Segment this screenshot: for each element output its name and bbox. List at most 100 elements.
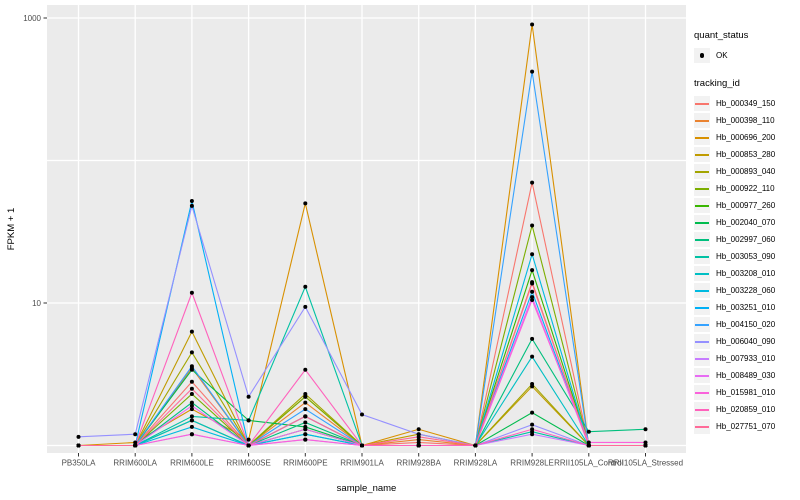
legend-label: Hb_003208_010	[716, 269, 776, 278]
data-point	[303, 437, 308, 442]
data-point	[246, 394, 251, 399]
legend-label: Hb_006040_090	[716, 337, 776, 346]
legend-key-swatch	[694, 368, 710, 383]
data-point	[246, 418, 251, 423]
data-point	[189, 418, 194, 423]
legend-key-swatch	[694, 283, 710, 298]
data-point	[303, 420, 308, 425]
legend-line-icon	[695, 170, 709, 173]
legend-key-swatch	[694, 113, 710, 128]
legend-item-Hb_002997_060: Hb_002997_060	[694, 231, 798, 248]
data-point	[303, 432, 308, 437]
legend-item-Hb_000349_150: Hb_000349_150	[694, 95, 798, 112]
legend-label: Hb_003251_010	[716, 303, 776, 312]
legend-item-Hb_003208_010: Hb_003208_010	[694, 265, 798, 282]
data-point	[133, 432, 138, 437]
data-point	[416, 437, 421, 442]
x-tick-label: RRII105LA_Control	[554, 459, 624, 468]
legend-tracking-id-items: Hb_000349_150 Hb_000398_110 Hb_000696_200 H…	[694, 95, 798, 435]
legend-item-Hb_002040_070: Hb_002040_070	[694, 214, 798, 231]
legend-item-Hb_000853_280: Hb_000853_280	[694, 146, 798, 163]
legend-line-icon	[695, 323, 709, 326]
data-point	[133, 443, 138, 448]
legend-label: Hb_000853_280	[716, 150, 776, 159]
x-tick-label: RRIM928LA	[454, 459, 498, 468]
legend-key-swatch	[694, 266, 710, 281]
legend-key-swatch	[694, 317, 710, 332]
data-point	[530, 281, 535, 286]
legend-title-tracking-id: tracking_id	[694, 78, 740, 89]
legend-line-icon	[695, 153, 709, 156]
legend-key-swatch	[694, 96, 710, 111]
legend-item-Hb_003251_010: Hb_003251_010	[694, 299, 798, 316]
legend-item-Hb_000977_260: Hb_000977_260	[694, 197, 798, 214]
y-tick-label: 1000	[23, 14, 41, 23]
data-point	[76, 434, 81, 439]
data-point	[133, 440, 138, 445]
legend-key-swatch	[694, 181, 710, 196]
legend-label: Hb_003228_060	[716, 286, 776, 295]
legend-item-Hb_003228_060: Hb_003228_060	[694, 282, 798, 299]
data-point	[530, 410, 535, 415]
data-point	[189, 203, 194, 208]
legend-item-ok: OK	[694, 47, 798, 64]
data-point	[643, 427, 648, 432]
data-point	[530, 336, 535, 341]
legend-item-Hb_004150_020: Hb_004150_020	[694, 316, 798, 333]
legend-item-Hb_020859_010: Hb_020859_010	[694, 401, 798, 418]
legend-key-swatch	[694, 351, 710, 366]
legend-line-icon	[695, 289, 709, 292]
legend-key-swatch	[694, 232, 710, 247]
data-point	[189, 350, 194, 355]
data-point	[586, 443, 591, 448]
x-tick-label: RRII105LA_Stressed	[608, 459, 683, 468]
legend-key-swatch	[694, 402, 710, 417]
data-point	[530, 69, 535, 74]
legend-label: Hb_008489_030	[716, 371, 776, 380]
legend-line-icon	[695, 306, 709, 309]
legend-item-Hb_015981_010: Hb_015981_010	[694, 384, 798, 401]
data-point	[586, 429, 591, 434]
legend-key-swatch	[694, 147, 710, 162]
legend-key-swatch	[694, 334, 710, 349]
legend-key-swatch	[694, 198, 710, 213]
legend-label: Hb_027751_070	[716, 422, 776, 431]
data-point	[530, 382, 535, 387]
legend-title-quant-status: quant_status	[694, 30, 749, 41]
y-axis-title: FPKM + 1	[6, 208, 17, 251]
data-point	[360, 412, 364, 417]
legend-line-icon	[695, 119, 709, 122]
x-tick-label: RRIM901LA	[340, 459, 384, 468]
legend-label: Hb_015981_010	[716, 388, 776, 397]
legend-line-icon	[695, 136, 709, 139]
data-point	[189, 290, 194, 295]
data-point	[246, 437, 251, 442]
data-point	[530, 295, 535, 300]
legend-label: Hb_000349_150	[716, 99, 776, 108]
x-tick-label: RRIM928BA	[396, 459, 441, 468]
data-point	[189, 424, 194, 429]
panel-background	[47, 5, 686, 453]
legend-label: Hb_003053_090	[716, 252, 776, 261]
data-point	[530, 427, 535, 432]
legend-line-icon	[695, 357, 709, 360]
legend-item-Hb_008489_030: Hb_008489_030	[694, 367, 798, 384]
data-point	[303, 367, 308, 372]
data-point	[189, 403, 194, 408]
legend-item-Hb_000696_200: Hb_000696_200	[694, 129, 798, 146]
legend-line-icon	[695, 272, 709, 275]
legend-label: Hb_007933_010	[716, 354, 776, 363]
data-point	[303, 400, 308, 405]
data-point	[189, 367, 194, 372]
data-point	[360, 443, 364, 448]
legend-label-ok: OK	[716, 51, 728, 60]
legend-line-icon	[695, 204, 709, 207]
data-point	[189, 414, 194, 419]
legend-line-icon	[695, 391, 709, 394]
data-point	[530, 297, 535, 302]
legend-line-icon	[695, 374, 709, 377]
data-point	[303, 284, 308, 289]
data-point	[303, 391, 308, 396]
data-point	[530, 180, 535, 185]
